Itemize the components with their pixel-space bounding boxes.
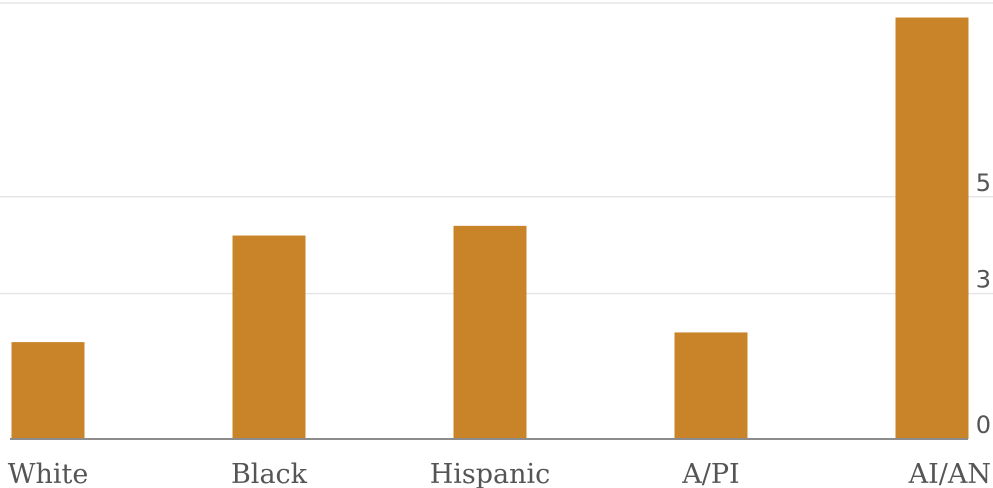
x-tick-label: AI/AN [908, 459, 991, 488]
x-tick-label: A/PI [681, 459, 739, 488]
y-tick-label: 5 [976, 169, 991, 197]
bar-ai-an [895, 17, 969, 440]
bar-white [11, 342, 85, 439]
x-tick-label: Hispanic [430, 459, 551, 488]
bar-black [232, 235, 306, 439]
bars [11, 17, 969, 440]
x-axis-tick-labels: White Black Hispanic A/PI AI/AN [8, 459, 991, 488]
y-axis-tick-labels: 0 3 5 [976, 169, 991, 439]
x-tick-label: Black [231, 459, 308, 488]
x-tick-label: White [8, 459, 89, 488]
bar-hispanic [453, 225, 527, 439]
y-tick-label: 0 [976, 411, 991, 439]
bar-a-pi [674, 332, 748, 439]
y-tick-label: 3 [976, 266, 991, 294]
